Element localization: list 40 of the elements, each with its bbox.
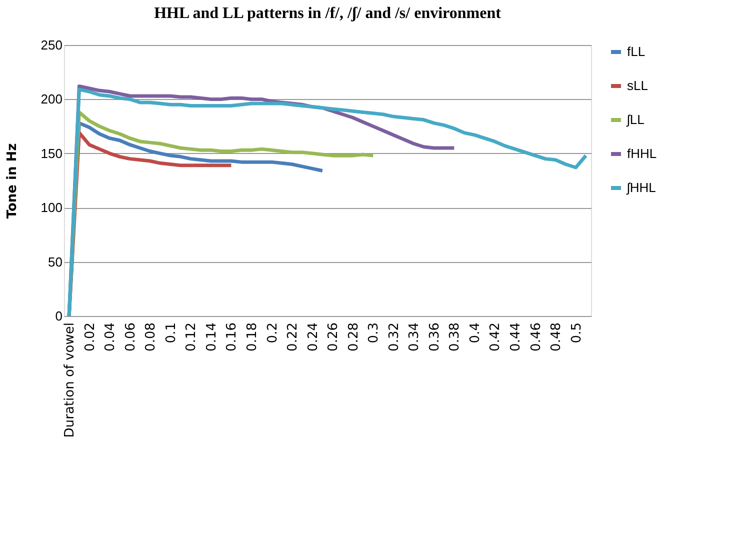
x-tick-label: 0.48 [549, 322, 564, 352]
x-tick-label: 0.46 [528, 322, 544, 352]
y-tick-label: 200 [40, 92, 62, 107]
y-tick-label: 0 [55, 308, 62, 324]
x-tick-label: 0.06 [123, 322, 138, 352]
x-tick-label: 0.44 [508, 322, 524, 352]
x-tick-label: 0.3 [366, 322, 382, 344]
legend-label: fLL [627, 44, 646, 59]
x-tick-label: 0.18 [244, 322, 260, 352]
x-tick-label: 0.38 [448, 322, 463, 352]
y-tick-label: 100 [40, 200, 62, 216]
x-tick-label: 0.32 [386, 322, 402, 352]
y-axis-title: Tone in Hz [4, 143, 20, 219]
x-tick-label: 0.4 [468, 322, 483, 344]
y-tick-label: 50 [48, 254, 62, 270]
chart-title: HHL and LL patterns in /f/, /ʃ/ and /s/ environment [154, 5, 502, 22]
x-tick-label: Duration of vowel [62, 322, 78, 438]
x-tick-label: 0.22 [286, 322, 301, 352]
x-tick-label: 0.02 [82, 322, 98, 352]
x-tick-label: 0.36 [427, 322, 442, 352]
x-tick-label: 0.34 [407, 322, 422, 352]
legend-label: ʃLL [626, 112, 644, 127]
x-tick-label: 0.12 [184, 322, 200, 352]
legend-label: sLL [627, 78, 648, 93]
x-tick-label: 0.26 [326, 322, 342, 352]
x-tick-label: 0.14 [204, 322, 220, 352]
x-tick-label: 0.5 [569, 322, 584, 344]
x-tick-label: 0.1 [164, 322, 179, 344]
x-tick-label: 0.24 [306, 322, 321, 352]
x-tick-label: 0.04 [103, 322, 118, 352]
x-tick-label: 0.16 [224, 322, 240, 352]
legend-label: ʃHHL [626, 180, 656, 195]
x-tick-label: 0.42 [488, 322, 504, 352]
x-tick-label: 0.2 [265, 322, 280, 344]
line-series [67, 88, 588, 318]
y-tick-label: 150 [40, 146, 62, 161]
legend-label: fHHL [627, 146, 657, 161]
x-tick-label: 0.28 [346, 322, 362, 352]
x-tick-label: 0.08 [144, 322, 159, 352]
y-tick-label: 250 [40, 38, 62, 52]
